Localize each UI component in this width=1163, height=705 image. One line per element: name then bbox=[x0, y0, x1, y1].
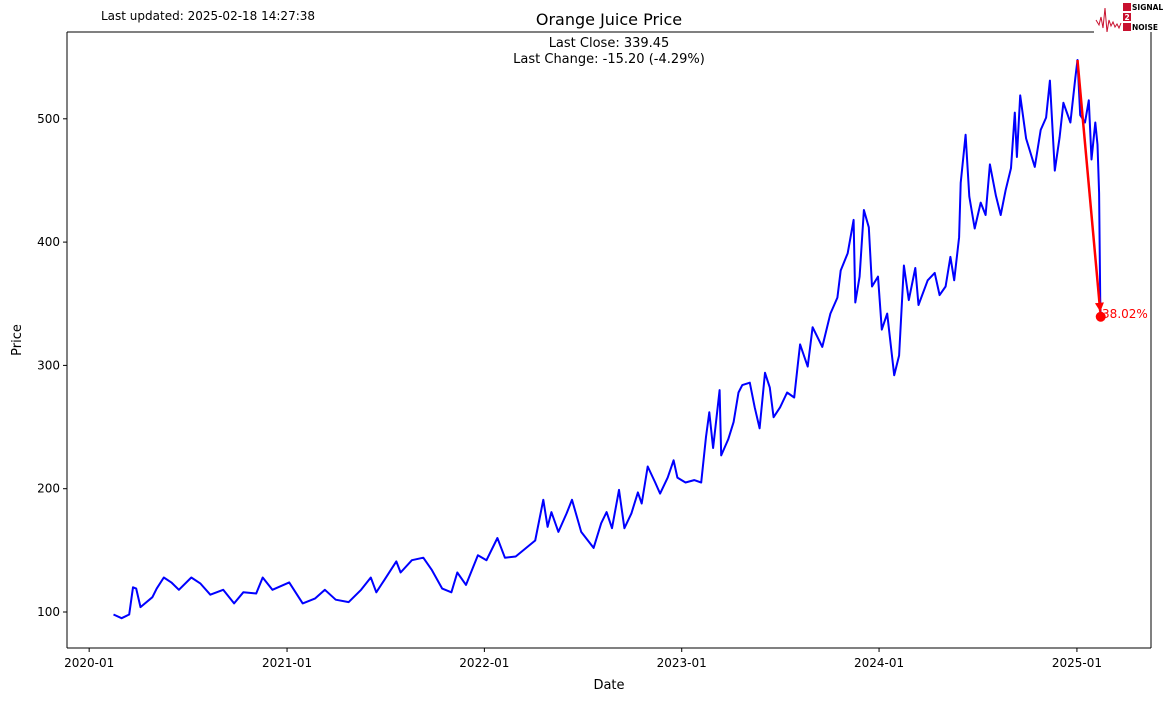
price-line bbox=[113, 59, 1102, 620]
logo-text-1: SIGNAL bbox=[1132, 3, 1163, 12]
x-tick-label: 2025-01 bbox=[1052, 656, 1102, 670]
change-percent-label: -38.02% bbox=[1098, 307, 1148, 321]
logo-text-3: NOISE bbox=[1132, 23, 1158, 32]
change-arrow-head bbox=[1094, 302, 1104, 312]
y-tick-label: 400 bbox=[37, 235, 60, 249]
x-tick-label: 2024-01 bbox=[854, 656, 904, 670]
last-change-text: Last Change: -15.20 (-4.29%) bbox=[513, 52, 705, 67]
last-close-text: Last Close: 339.45 bbox=[549, 36, 670, 51]
logo-text-2: 2 bbox=[1125, 13, 1130, 22]
y-tick-label: 100 bbox=[37, 605, 60, 619]
y-tick-label: 300 bbox=[37, 358, 60, 372]
x-tick-label: 2022-01 bbox=[459, 656, 509, 670]
x-tick-label: 2023-01 bbox=[657, 656, 707, 670]
logo-waveform bbox=[1095, 7, 1122, 33]
last-updated-text: Last updated: 2025-02-18 14:27:38 bbox=[101, 9, 315, 23]
x-tick-label: 2021-01 bbox=[262, 656, 312, 670]
y-axis-label: Price bbox=[10, 324, 25, 356]
x-axis-label: Date bbox=[593, 678, 624, 693]
chart-title: Orange Juice Price bbox=[536, 10, 682, 29]
change-arrow bbox=[1076, 59, 1102, 312]
x-tick-label: 2020-01 bbox=[64, 656, 114, 670]
y-tick-label: 200 bbox=[37, 482, 60, 496]
plot-area bbox=[67, 32, 1151, 648]
y-tick-label: 500 bbox=[37, 112, 60, 126]
signal-2-noise-logo: SIGNAL 2 NOISE bbox=[1095, 3, 1163, 33]
last-close-marker bbox=[1095, 311, 1106, 322]
